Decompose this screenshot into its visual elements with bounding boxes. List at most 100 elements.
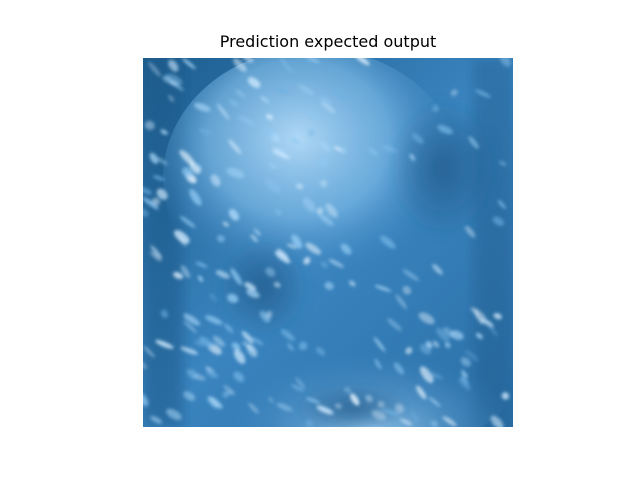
- texture-flake: [152, 175, 165, 181]
- texture-flake: [223, 323, 234, 334]
- texture-flake: [291, 384, 304, 392]
- texture-flake: [493, 313, 502, 320]
- texture-flake: [305, 242, 322, 255]
- texture-flake: [437, 124, 453, 135]
- texture-flake: [499, 160, 507, 166]
- texture-flake: [259, 310, 271, 323]
- texture-flake: [303, 257, 311, 265]
- texture-flake: [194, 339, 205, 347]
- texture-flake: [395, 294, 407, 310]
- texture-flake: [149, 152, 159, 164]
- texture-flake: [268, 397, 274, 403]
- texture-flake: [320, 101, 336, 114]
- texture-flake: [334, 403, 342, 409]
- texture-flake: [432, 105, 439, 112]
- texture-flake: [143, 186, 153, 195]
- texture-flake: [199, 128, 212, 136]
- texture-flake: [320, 96, 332, 106]
- texture-flake: [402, 286, 412, 295]
- texture-flake: [155, 340, 174, 349]
- texture-flake: [205, 369, 219, 378]
- texture-flake: [334, 88, 349, 101]
- texture-flake: [416, 385, 427, 400]
- texture-flake: [263, 127, 275, 138]
- texture-flake: [217, 235, 225, 243]
- texture-flake: [419, 366, 434, 384]
- texture-flake: [272, 150, 291, 160]
- texture-flake: [246, 289, 260, 298]
- prediction-image: [143, 58, 513, 427]
- texture-flake: [490, 415, 504, 427]
- texture-flake: [226, 167, 245, 179]
- texture-flake: [228, 139, 242, 155]
- texture-flake: [298, 341, 308, 351]
- texture-flake: [458, 378, 471, 391]
- texture-flake: [486, 321, 498, 337]
- texture-flake: [444, 342, 451, 348]
- texture-flake: [465, 350, 479, 362]
- texture-flake: [217, 103, 230, 120]
- texture-flake: [222, 221, 229, 227]
- texture-flake: [365, 394, 373, 403]
- texture-flake: [212, 335, 226, 347]
- texture-flake: [277, 248, 289, 259]
- texture-flake: [418, 312, 435, 325]
- texture-flake: [235, 89, 245, 98]
- texture-flake: [194, 102, 211, 112]
- texture-flake: [380, 235, 396, 249]
- texture-flake: [344, 387, 352, 394]
- texture-flake: [265, 178, 281, 194]
- texture-flake: [321, 261, 328, 268]
- texture-flake: [497, 199, 507, 209]
- texture-flake: [412, 133, 424, 144]
- texture-flake: [228, 209, 240, 221]
- texture-flake: [143, 362, 147, 370]
- texture-flake: [156, 188, 168, 200]
- texture-flake: [246, 343, 258, 358]
- texture-flake: [260, 96, 270, 104]
- texture-flake: [430, 420, 438, 427]
- texture-flake: [160, 309, 169, 318]
- texture-flake: [250, 234, 258, 243]
- texture-flake: [265, 113, 274, 120]
- texture-flake: [295, 377, 306, 389]
- texture-flake: [465, 225, 476, 238]
- texture-flake: [244, 282, 257, 291]
- texture-flake: [280, 329, 295, 341]
- texture-flake: [193, 374, 206, 381]
- texture-flake: [143, 197, 159, 210]
- texture-flake: [432, 340, 440, 348]
- texture-flake: [231, 342, 241, 351]
- texture-flake: [426, 371, 444, 379]
- texture-flake: [160, 129, 168, 135]
- texture-flake: [436, 327, 450, 342]
- texture-flake: [247, 77, 261, 88]
- texture-flake: [143, 345, 155, 358]
- texture-flake: [197, 275, 204, 282]
- texture-flake: [473, 309, 484, 325]
- texture-flake: [276, 402, 293, 412]
- texture-flake: [150, 415, 163, 424]
- texture-flake: [350, 393, 360, 406]
- texture-flake: [368, 147, 379, 157]
- texture-flake: [460, 357, 471, 367]
- texture-flake: [295, 183, 304, 190]
- texture-flake: [223, 385, 236, 395]
- texture-flake: [475, 89, 491, 98]
- texture-flake: [199, 336, 214, 348]
- texture-flake: [250, 337, 264, 346]
- texture-flake: [308, 111, 320, 120]
- texture-flake: [305, 419, 314, 427]
- texture-flake: [227, 293, 239, 303]
- texture-flake: [411, 411, 419, 423]
- texture-flake: [222, 391, 229, 398]
- texture-flake: [183, 320, 197, 333]
- texture-flake: [150, 251, 162, 262]
- texture-flake: [450, 89, 458, 97]
- texture-flake: [150, 245, 163, 259]
- texture-flake: [273, 282, 281, 288]
- texture-flake: [432, 264, 443, 275]
- texture-flake: [189, 189, 202, 206]
- texture-flake: [248, 402, 259, 414]
